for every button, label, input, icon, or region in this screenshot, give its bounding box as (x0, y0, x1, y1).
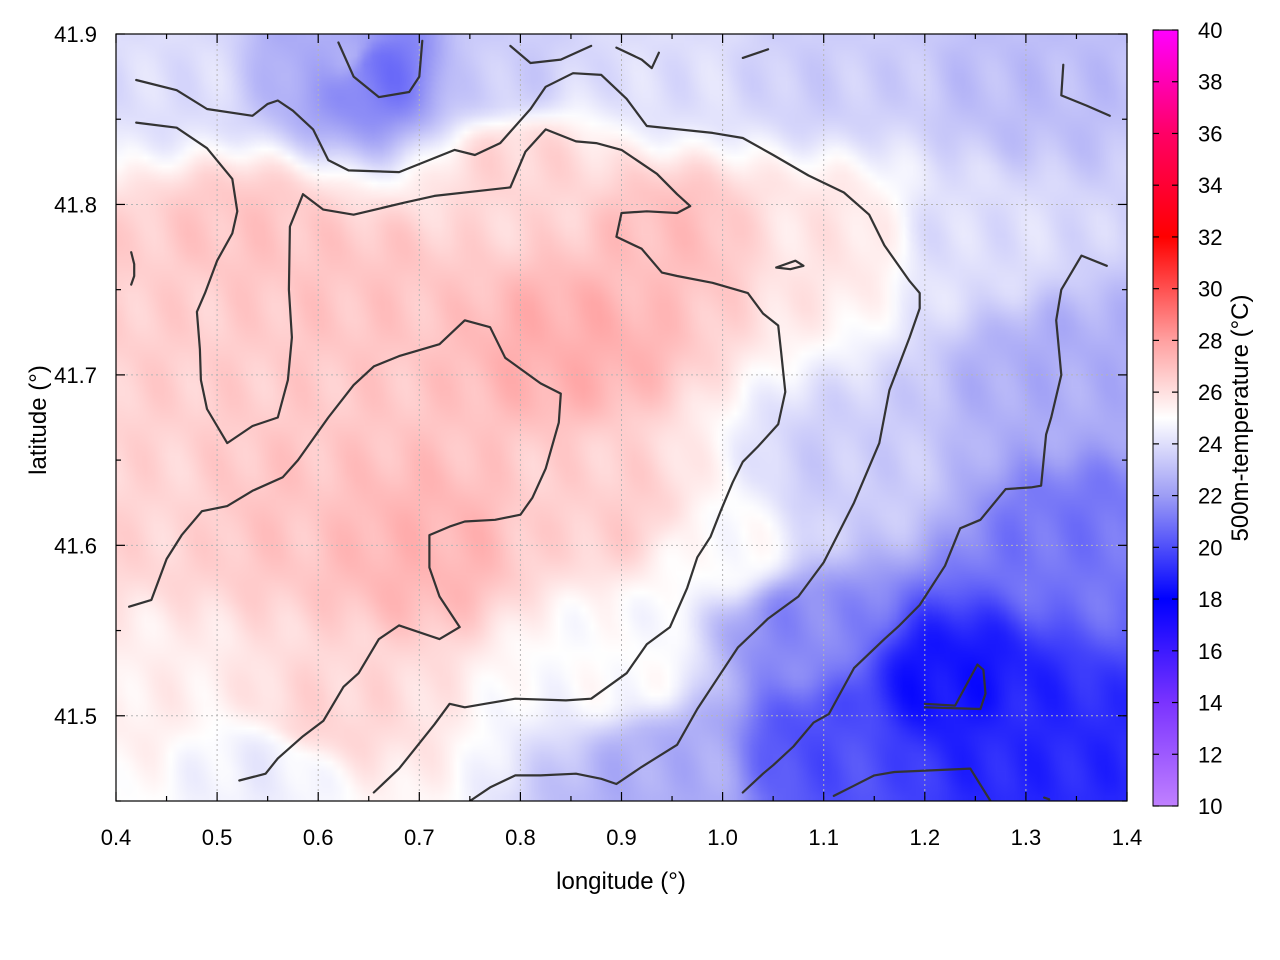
contour-line (135, 72, 921, 801)
y-tick-label: 41.7 (54, 363, 97, 388)
x-tick-label: 1.0 (707, 825, 738, 850)
colorbar-tick-label: 34 (1198, 173, 1222, 198)
colorbar-tick-label: 10 (1198, 794, 1222, 819)
grid-lines (116, 34, 1127, 801)
contour-line (337, 39, 424, 99)
contour-line (509, 44, 593, 65)
colorbar-tick-label: 16 (1198, 639, 1222, 664)
y-tick-label: 41.5 (54, 704, 97, 729)
colorbar-tick-label: 30 (1198, 277, 1222, 302)
x-tick-label: 0.7 (404, 825, 435, 850)
colorbar-tick-label: 14 (1198, 691, 1222, 716)
colorbar-tick-label: 12 (1198, 742, 1222, 767)
contour-line (1043, 796, 1051, 801)
colorbar-tick-label: 20 (1198, 535, 1222, 560)
colorbar-tick-label: 40 (1198, 18, 1222, 43)
colorbar-tick-label: 24 (1198, 432, 1222, 457)
contour-line (135, 121, 787, 794)
y-tick-label: 41.8 (54, 192, 97, 217)
contour-lines (128, 39, 1111, 801)
contour-line (923, 663, 987, 711)
x-tick-label: 0.4 (101, 825, 132, 850)
colorbar-tick-label: 38 (1198, 70, 1222, 95)
temperature-heatmap-image (116, 34, 1127, 801)
y-axis-title: latitude (°) (25, 365, 52, 475)
y-tick-label: 41.6 (54, 533, 97, 558)
x-tick-label: 1.4 (1112, 825, 1143, 850)
x-tick-label: 0.6 (303, 825, 334, 850)
contour-line (741, 48, 770, 59)
x-tick-label: 0.8 (505, 825, 536, 850)
x-axis-title: longitude (°) (556, 868, 686, 895)
colorbar: 10 12 14 16 18 20 22 24 26 28 30 32 34 36 38 40 (1152, 18, 1222, 819)
y-tick-label: 41.9 (54, 22, 97, 47)
x-axis: 0.4 0.5 0.6 0.7 0.8 0.9 1.0 1.1 1.2 1.3 1.4 (101, 34, 1143, 850)
x-tick-label: 1.3 (1011, 825, 1042, 850)
contour-line (615, 46, 660, 70)
contour-line (130, 251, 136, 286)
y-axis: 41.5 41.6 41.7 41.8 41.9 (54, 22, 1127, 802)
colorbar-tick-label: 32 (1198, 225, 1222, 250)
colorbar-tick-label: 28 (1198, 328, 1222, 353)
x-tick-label: 1.1 (808, 825, 839, 850)
x-tick-label: 1.2 (910, 825, 941, 850)
contour-line (1060, 63, 1111, 117)
colorbar-title: 500m-temperature (°C) (1227, 294, 1254, 541)
contour-line (128, 319, 562, 782)
contour-line (741, 254, 1108, 794)
x-tick-label: 0.9 (606, 825, 637, 850)
contour-line (775, 259, 805, 271)
colorbar-tick-label: 36 (1198, 121, 1222, 146)
colorbar-tick-label: 26 (1198, 380, 1222, 405)
colorbar-ticks: 10 12 14 16 18 20 22 24 26 28 30 32 34 36 38 40 (1153, 18, 1222, 819)
x-tick-label: 0.5 (202, 825, 233, 850)
colorbar-gradient (1152, 29, 1179, 807)
colorbar-tick-label: 22 (1198, 484, 1222, 509)
contour-line (832, 767, 992, 801)
temperature-field (116, 34, 1127, 801)
colorbar-tick-label: 18 (1198, 587, 1222, 612)
